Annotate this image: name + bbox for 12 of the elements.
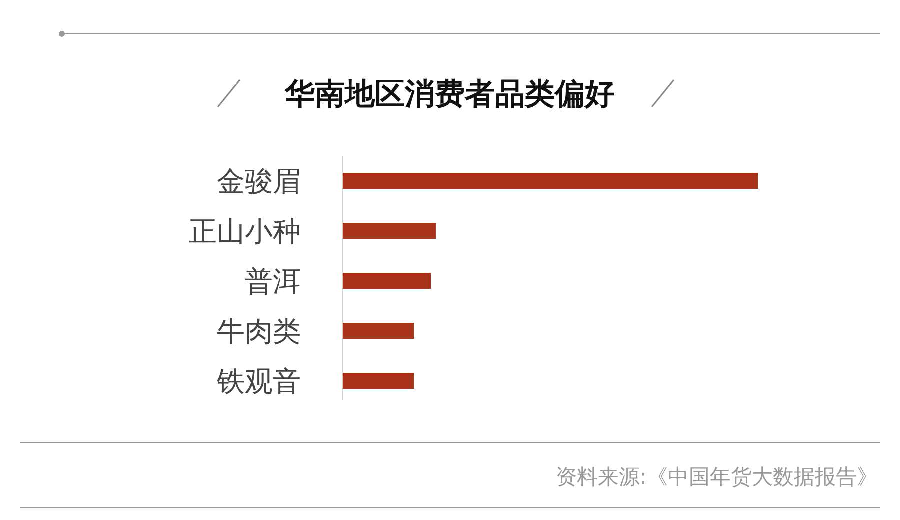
bar [343, 273, 431, 289]
y-tick-label: 铁观音 [216, 365, 301, 398]
y-tick-label: 普洱 [245, 265, 301, 298]
text: 资料来源:《中国年货大数据报告》 [556, 465, 878, 489]
bar [343, 373, 414, 389]
y-tick-label: 金骏眉 [217, 165, 301, 198]
y-tick-label: 正山小种 [189, 215, 301, 248]
bar [343, 173, 758, 189]
bar [343, 323, 414, 339]
y-tick-label: 牛肉类 [217, 315, 301, 348]
chart-title: 华南地区消费者品类偏好 [284, 77, 615, 112]
bar [343, 223, 436, 239]
